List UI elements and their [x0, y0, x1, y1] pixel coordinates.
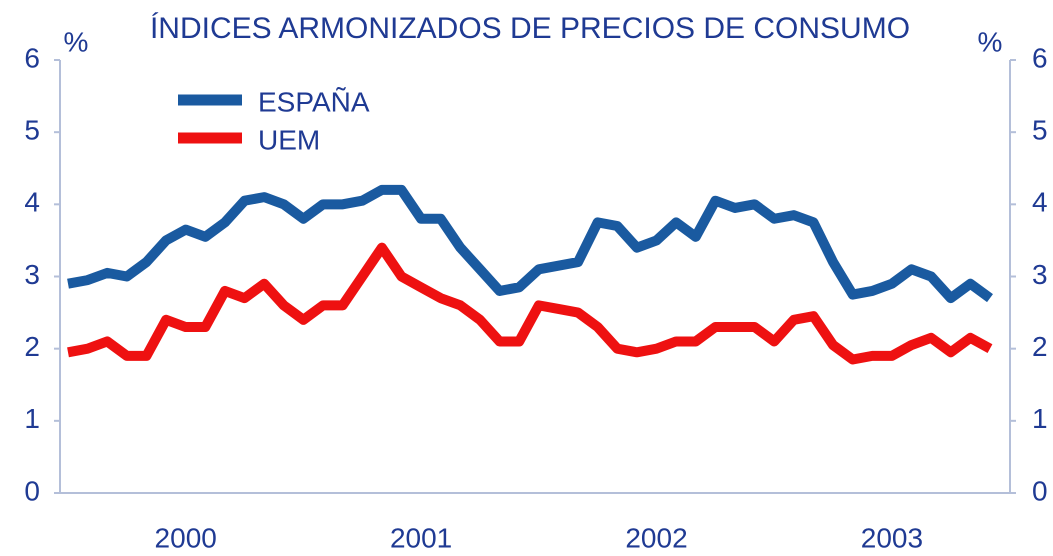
y-tick-label: 0 [24, 475, 40, 506]
y2-tick-label: 0 [1032, 475, 1048, 506]
chart-title: ÍNDICES ARMONIZADOS DE PRECIOS DE CONSUM… [150, 12, 910, 45]
y2-tick-label: 6 [1032, 42, 1048, 73]
x-tick-label: 2001 [390, 522, 452, 553]
legend-label: UEM [258, 124, 320, 155]
y-tick-label: 3 [24, 259, 40, 290]
y-tick-label: 6 [24, 42, 40, 73]
series-line [67, 242, 993, 365]
y2-tick-label: 3 [1032, 259, 1048, 290]
x-tick-label: 2002 [625, 522, 687, 553]
x-tick-label: 2000 [155, 522, 217, 553]
y-axis-label: % [64, 26, 89, 57]
y2-tick-label: 4 [1032, 187, 1048, 218]
y2-tick-label: 1 [1032, 403, 1048, 434]
y-tick-label: 1 [24, 403, 40, 434]
y2-tick-label: 5 [1032, 115, 1048, 146]
y-tick-label: 2 [24, 331, 40, 362]
x-tick-label: 2003 [861, 522, 923, 553]
y-tick-label: 5 [24, 115, 40, 146]
y2-tick-label: 2 [1032, 331, 1048, 362]
y2-axis-label: % [978, 26, 1003, 57]
legend-label: ESPAÑA [258, 86, 370, 117]
series-line [67, 184, 993, 304]
y-tick-label: 4 [24, 187, 40, 218]
